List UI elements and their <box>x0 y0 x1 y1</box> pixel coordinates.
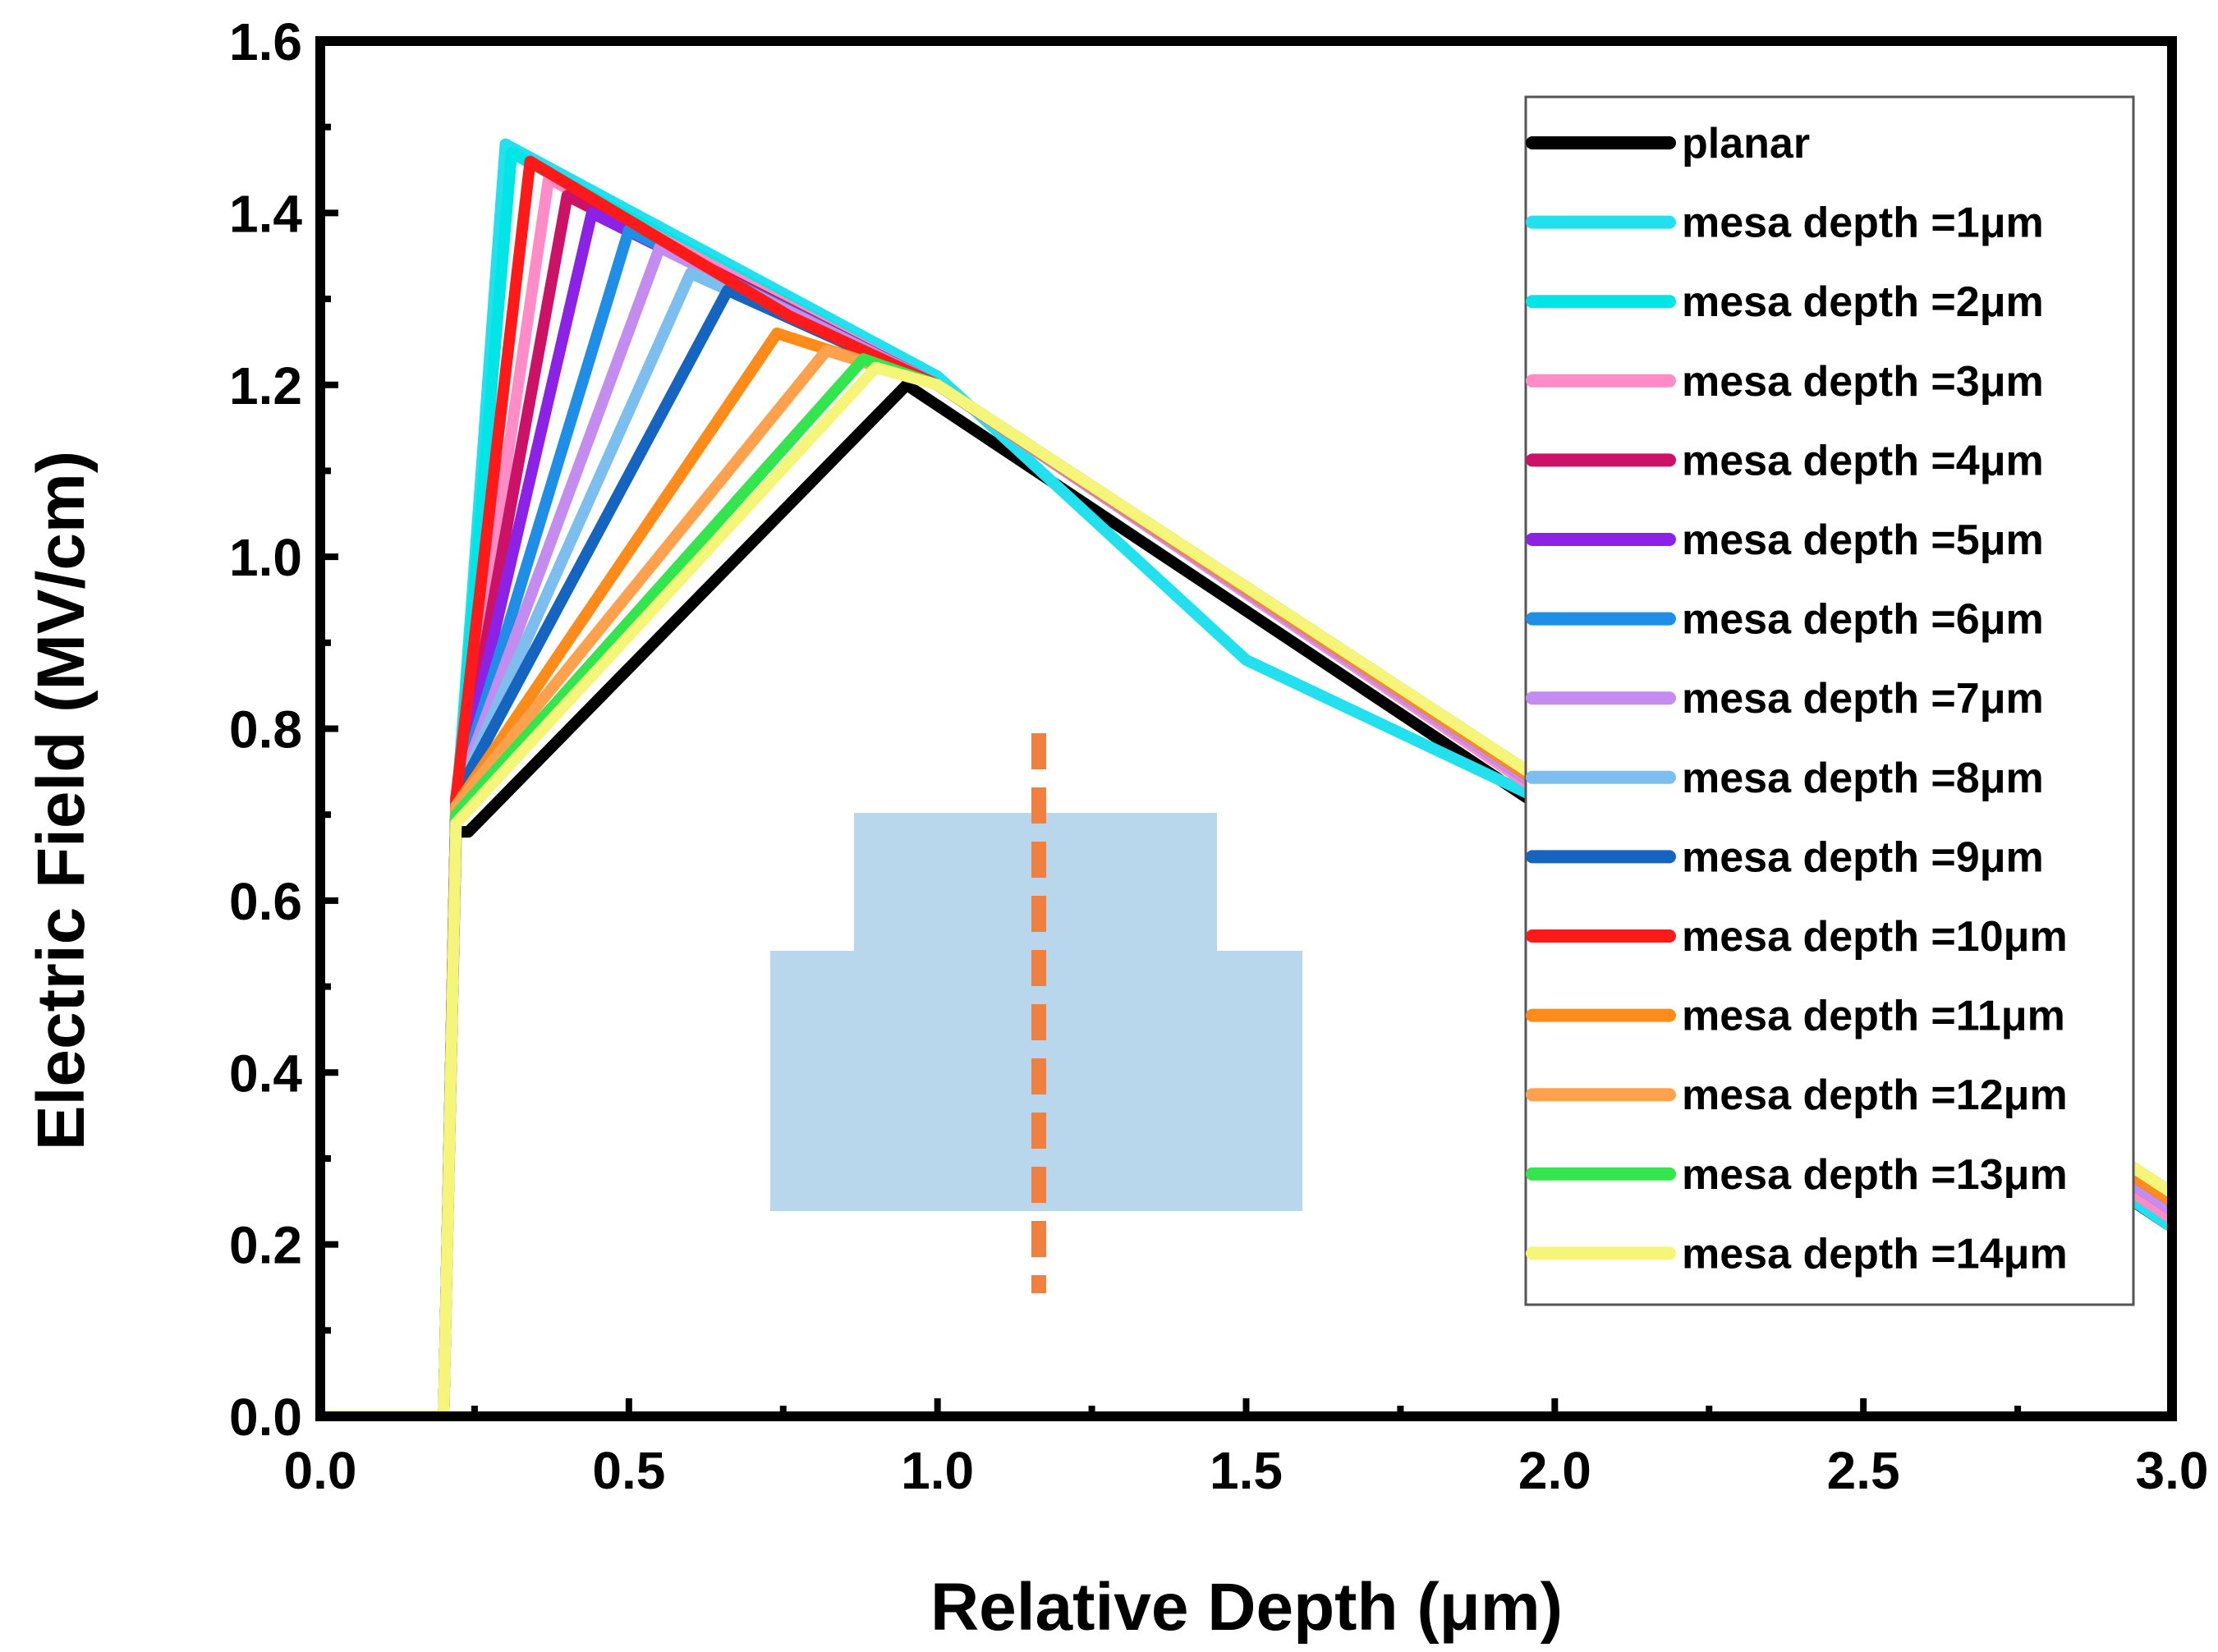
y-tick-label: 1.2 <box>229 356 302 415</box>
legend-label: mesa depth =11μm <box>1682 993 2065 1040</box>
y-tick-label: 0.6 <box>229 872 302 931</box>
mesa-inset <box>770 733 1302 1293</box>
series-layer <box>320 138 2172 1416</box>
x-tick-label: 1.5 <box>1210 1441 1283 1500</box>
x-tick-label: 0.5 <box>592 1441 665 1500</box>
y-tick-label: 0.0 <box>229 1388 302 1447</box>
legend-label: mesa depth =8μm <box>1682 755 2044 802</box>
legend-label: mesa depth =2μm <box>1682 278 2044 326</box>
x-tick-label: 2.5 <box>1827 1441 1900 1500</box>
x-tick-label: 2.0 <box>1518 1441 1591 1500</box>
x-tick-label: 1.0 <box>901 1441 974 1500</box>
mesa-inset-top-block <box>854 813 1217 957</box>
legend-label: mesa depth =3μm <box>1682 358 2044 406</box>
series-line-0 <box>320 379 2172 1416</box>
x-axis-title: Relative Depth (μm) <box>930 1570 1563 1645</box>
legend-label: planar <box>1682 120 1810 167</box>
y-axis-title: Electric Field (MV/cm) <box>24 451 99 1150</box>
legend-label: mesa depth =7μm <box>1682 675 2044 723</box>
axes-layer: 0.0 0.5 1.0 1.5 2.0 2.5 3.0 0.0 0.2 0.4 0.6 0.8 1.0 1… <box>229 12 2208 1500</box>
y-tick-label: 1.6 <box>229 12 302 71</box>
legend-label: mesa depth =4μm <box>1682 437 2044 484</box>
legend-label: mesa depth =13μm <box>1682 1151 2068 1199</box>
y-tick-label: 1.0 <box>229 528 302 587</box>
legend-label: mesa depth =1μm <box>1682 200 2044 247</box>
legend-label: mesa depth =10μm <box>1682 913 2068 961</box>
x-tick-label: 0.0 <box>284 1441 357 1500</box>
legend-label: mesa depth =12μm <box>1682 1072 2068 1119</box>
y-tick-label: 0.8 <box>229 700 302 759</box>
y-tick-label: 0.2 <box>229 1216 302 1275</box>
legend: planar mesa depth =1μm mesa depth =2μm mesa… <box>1524 95 2135 1306</box>
y-tick-label: 0.4 <box>229 1044 302 1103</box>
legend-label: mesa depth =14μm <box>1682 1230 2068 1278</box>
y-tick-label: 1.4 <box>229 184 302 243</box>
legend-label: mesa depth =6μm <box>1682 596 2044 644</box>
series-line-14 <box>320 361 2172 1416</box>
x-tick-label: 3.0 <box>2136 1441 2209 1500</box>
legend-label: mesa depth =5μm <box>1682 516 2044 564</box>
legend-label: mesa depth =9μm <box>1682 833 2044 881</box>
